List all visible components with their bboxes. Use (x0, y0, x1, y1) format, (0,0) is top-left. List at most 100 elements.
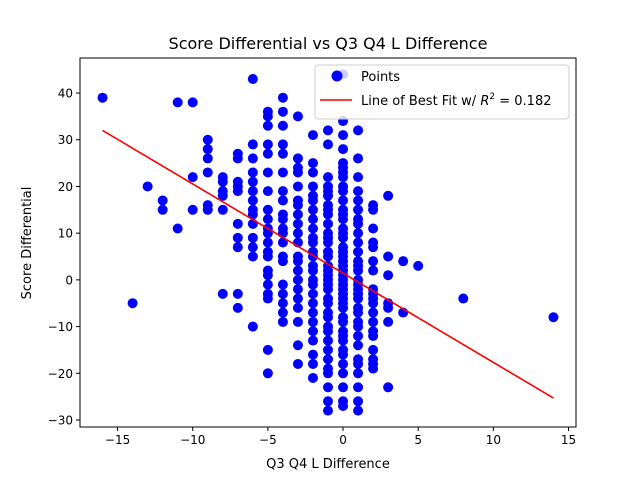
y-tick-label: −20 (48, 367, 73, 381)
data-point (232, 242, 243, 253)
data-point (368, 316, 379, 327)
data-point (262, 120, 273, 131)
data-point (247, 195, 258, 206)
data-point (232, 288, 243, 299)
data-point (187, 97, 198, 108)
data-point (292, 274, 303, 285)
data-point (353, 265, 364, 276)
data-point (232, 232, 243, 243)
legend-points-marker (331, 70, 343, 82)
data-point (307, 195, 318, 206)
chart-title: Score Differential vs Q3 Q4 L Difference (169, 34, 488, 53)
data-point (157, 204, 168, 215)
x-axis-label: Q3 Q4 L Difference (266, 457, 390, 472)
data-point (142, 181, 153, 192)
data-point (277, 279, 288, 290)
data-point (262, 368, 273, 379)
data-point (323, 335, 333, 346)
data-point (307, 130, 318, 141)
data-point (353, 382, 364, 393)
data-point (292, 200, 303, 211)
data-point (323, 209, 333, 220)
data-point (353, 125, 364, 136)
data-point (323, 396, 333, 407)
data-point (368, 256, 379, 267)
data-point (307, 214, 318, 225)
data-point (307, 307, 318, 318)
data-point (353, 172, 364, 183)
data-point (277, 139, 288, 150)
data-point (277, 186, 288, 197)
data-point (338, 358, 349, 369)
data-point (277, 92, 288, 103)
data-point (277, 298, 288, 309)
data-point (368, 204, 379, 215)
data-point (383, 316, 394, 327)
data-point (383, 251, 394, 262)
data-point (262, 214, 273, 225)
x-tick-label: −5 (259, 433, 277, 447)
data-point (307, 204, 318, 215)
data-point (307, 279, 318, 290)
data-point (368, 242, 379, 253)
data-point (338, 368, 349, 379)
data-point (323, 312, 333, 323)
data-point (247, 176, 258, 187)
legend-box (314, 64, 570, 120)
data-point (217, 176, 228, 187)
data-point (247, 242, 258, 253)
data-point (292, 316, 303, 327)
data-point (383, 382, 394, 393)
y-tick-label: 0 (65, 273, 73, 287)
data-point (307, 158, 318, 169)
data-point (232, 153, 243, 164)
data-point (353, 321, 364, 332)
y-tick-label: −30 (48, 413, 73, 427)
data-point (262, 293, 273, 304)
data-point (323, 251, 333, 262)
data-point (323, 326, 333, 337)
data-point (232, 186, 243, 197)
data-point (353, 396, 364, 407)
data-point (277, 148, 288, 159)
data-point (307, 335, 318, 346)
data-point (353, 204, 364, 215)
data-point (172, 223, 183, 234)
data-point (187, 172, 198, 183)
data-point (307, 316, 318, 327)
data-point (202, 204, 213, 215)
data-point (353, 195, 364, 206)
data-point (353, 405, 364, 416)
data-point (307, 288, 318, 299)
data-point (353, 228, 364, 239)
fit-line (102, 129, 554, 399)
legend-points-label: Points (361, 70, 400, 85)
data-point (277, 288, 288, 299)
y-tick-label: 40 (58, 87, 73, 101)
data-point (323, 405, 333, 416)
data-point (97, 92, 108, 103)
data-point (323, 354, 333, 365)
data-point (217, 204, 228, 215)
legend-r2-superscript: 2 (489, 92, 495, 102)
data-point (247, 321, 258, 332)
data-point (353, 246, 364, 257)
data-point (368, 307, 379, 318)
data-point (262, 139, 273, 150)
data-point (353, 153, 364, 164)
data-point (323, 284, 333, 295)
data-point (262, 228, 273, 239)
data-point (247, 139, 258, 150)
data-point (247, 186, 258, 197)
data-point (277, 106, 288, 117)
data-point (247, 74, 258, 85)
legend-line-label: Line of Best Fit w/ R2 = 0.182 (361, 92, 551, 109)
data-point (307, 326, 318, 337)
data-point (277, 195, 288, 206)
data-point (292, 218, 303, 229)
data-point (277, 316, 288, 327)
data-point (262, 237, 273, 248)
data-point (187, 204, 198, 215)
data-point (458, 293, 469, 304)
x-tick-label: 0 (339, 433, 347, 447)
